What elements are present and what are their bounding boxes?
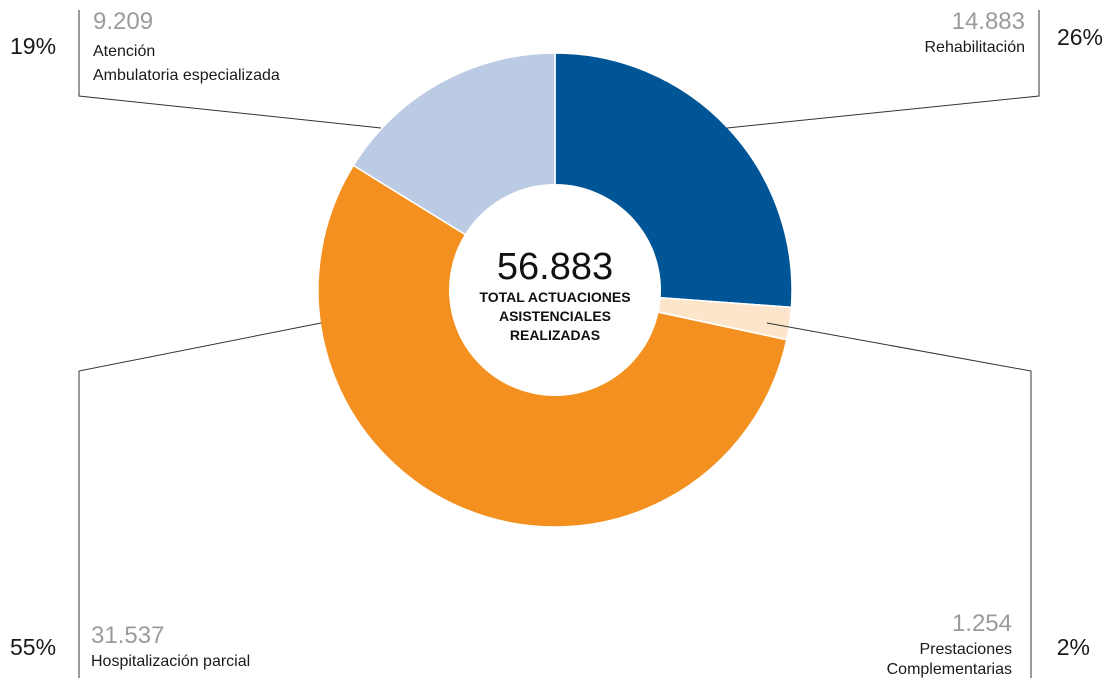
slice-value-rehabilitacion: 14.883: [952, 8, 1025, 35]
slice-percent-hospitalizacion: 55%: [10, 634, 56, 660]
slice-value-prestaciones: 1.254: [952, 610, 1012, 637]
slice-label-prestaciones-line-2: Complementarias: [887, 661, 1012, 678]
slice-label-prestaciones-line-1: Prestaciones: [920, 641, 1013, 658]
slice-percent-rehabilitacion: 26%: [1057, 24, 1103, 50]
slice-label-atencion-line-1: Atención: [93, 43, 155, 60]
leader-line-atencion: [78, 10, 382, 129]
leader-line-hospitalizacion: [78, 322, 322, 678]
slice-value-hospitalizacion: 31.537: [91, 622, 164, 649]
center-caption-line-3: REALIZADAS: [510, 327, 600, 343]
slice-value-atencion: 9.209: [93, 8, 153, 35]
leader-line-rehabilitacion: [726, 10, 1040, 129]
center-caption-line-2: ASISTENCIALES: [499, 308, 611, 324]
donut-hole: [449, 184, 661, 396]
slice-label-hospitalizacion: Hospitalización parcial: [91, 653, 250, 670]
slice-label-rehabilitacion: Rehabilitación: [924, 39, 1025, 56]
center-total: 56.883: [497, 246, 613, 288]
leader-line-prestaciones: [766, 322, 1032, 678]
slice-percent-atencion: 19%: [10, 33, 56, 59]
slice-percent-prestaciones: 2%: [1057, 634, 1090, 660]
center-caption-line-1: TOTAL ACTUACIONES: [479, 289, 630, 305]
slice-label-atencion-line-2: Ambulatoria especializada: [93, 67, 280, 84]
